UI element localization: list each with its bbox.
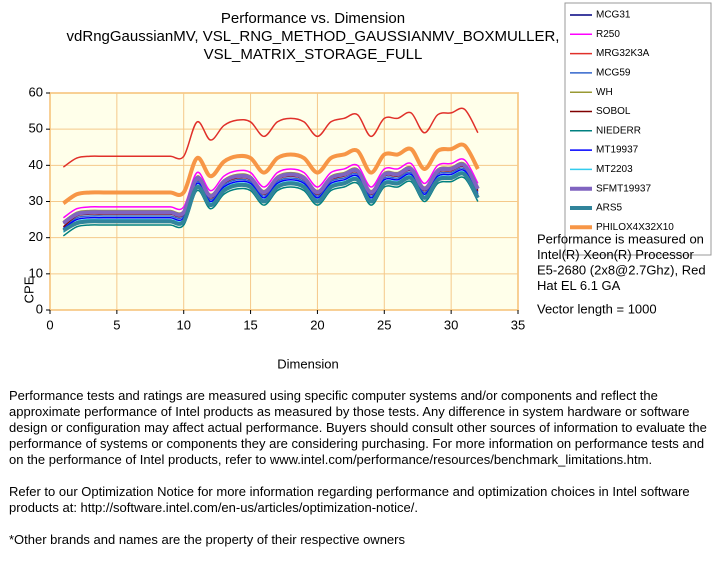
x-tick-label: 25 [377,317,391,332]
chart: Performance vs. DimensionvdRngGaussianMV… [21,2,712,371]
legend-label: R250 [596,29,620,40]
y-tick-label: 50 [29,121,43,136]
footnote: Performance tests and ratings are measur… [9,388,707,467]
legend-label: MCG59 [596,68,631,79]
legend-label: MCG31 [596,10,631,21]
legend-label: ARS5 [596,203,623,214]
x-tick-label: 0 [46,317,53,332]
x-tick-label: 20 [310,317,324,332]
chart-title: Performance vs. Dimension [221,10,405,27]
y-tick-label: 40 [29,157,43,172]
series-line [62,171,480,233]
side-note: Hat EL 6.1 GA [537,278,621,293]
x-tick-label: 35 [511,317,525,332]
legend-label: MRG32K3A [596,48,650,59]
x-tick-label: 10 [176,317,190,332]
x-tick-label: 15 [243,317,257,332]
y-tick-label: 60 [29,84,43,99]
series-line [62,176,479,237]
y-axis-label: CPE [21,276,36,303]
footnotes: Performance tests and ratings are measur… [9,388,714,564]
series-line [62,169,479,230]
legend-box [564,2,712,256]
x-tick-label: 30 [444,317,458,332]
footnote: *Other brands and names are the property… [9,532,405,547]
x-tick-label: 5 [113,317,120,332]
vector-length: Vector length = 1000 [537,301,657,316]
series-line [62,162,480,225]
side-note: E5-2680 (2x8@2.7Ghz), Red [537,262,706,277]
footnote: Refer to our Optimization Notice for mor… [9,484,690,515]
series-line [62,158,479,219]
legend-label: SOBOL [596,106,631,117]
y-tick-label: 10 [29,265,43,280]
series-line [62,107,479,168]
legend-label: MT19937 [596,145,639,156]
legend-label: NIEDERR [596,125,641,136]
chart-title: vdRngGaussianMV, VSL_RNG_METHOD_GAUSSIAN… [67,28,560,45]
y-tick-label: 20 [29,229,43,244]
side-note: Performance is measured on [537,231,704,246]
series-line [62,167,479,230]
legend-label: WH [596,87,613,98]
side-note: Intel(R) Xeon(R) Processor [537,247,694,262]
plot [49,92,519,311]
y-tick-label: 30 [29,193,43,208]
x-axis-label: Dimension [277,356,338,371]
legend-label: MT2203 [596,164,633,175]
legend-label: SFMT19937 [596,183,651,194]
series-line [62,142,480,205]
chart-title: VSL_MATRIX_STORAGE_FULL [204,46,423,63]
legend-label: PHILOX4X32X10 [596,222,674,233]
y-tick-label: 0 [36,301,43,316]
